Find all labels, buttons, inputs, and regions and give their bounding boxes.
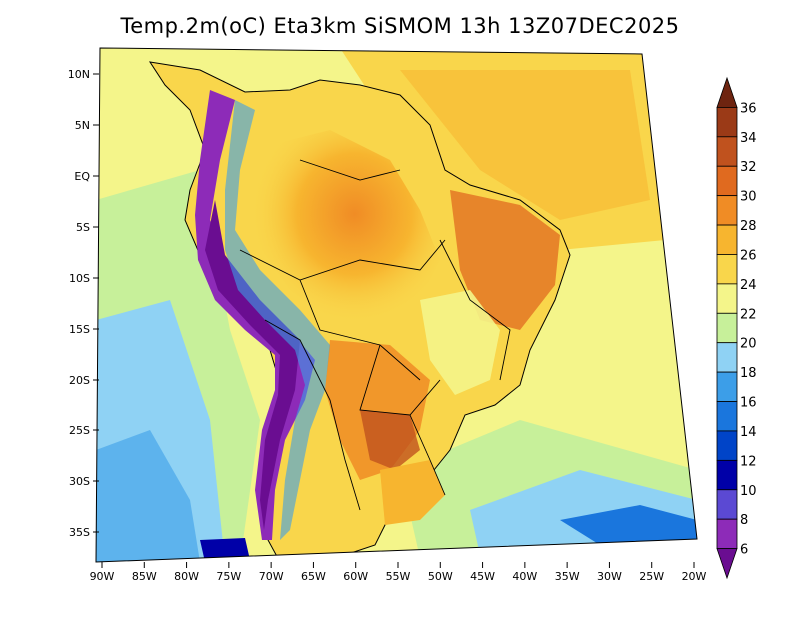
colorbar-label: 16 — [740, 396, 757, 411]
colorbar-label: 12 — [740, 454, 757, 469]
southern-brazil-cooler — [380, 460, 445, 525]
plateau-mild-zone — [420, 290, 500, 395]
colorbar-label: 24 — [740, 278, 757, 293]
colorbar-segment — [716, 136, 738, 167]
longitude-axis: 90W 85W 80W 75W 70W 65W 60W 55W 50W 45W 40W 35W 30W 2… — [90, 562, 707, 583]
border-line — [264, 319, 361, 511]
colorbar-segment — [716, 401, 738, 432]
map-domain — [96, 48, 697, 562]
south-pacific-cold-spot — [200, 538, 250, 562]
lat-tick-label: 5N — [75, 119, 90, 132]
andes-cold-core — [205, 200, 300, 530]
lon-tick-label: 40W — [512, 570, 537, 583]
colorbar-label: 18 — [740, 366, 757, 381]
lat-tick-label: 10S — [69, 272, 90, 285]
colorbar-label: 36 — [740, 101, 757, 116]
colorbar-segment — [716, 195, 738, 226]
lat-tick-label: 10N — [68, 68, 90, 81]
colorbar-label: 6 — [740, 543, 748, 558]
lat-tick-label: 30S — [69, 475, 90, 488]
colorbar-label: 10 — [740, 484, 757, 499]
colorbar-label: 30 — [740, 190, 757, 205]
colorbar-label: 20 — [740, 337, 757, 352]
lon-tick-label: 30W — [597, 570, 622, 583]
colorbar-segment — [716, 283, 738, 314]
colorbar-segment — [716, 224, 738, 255]
pacific-coldest — [96, 430, 200, 562]
colorbar-label: 28 — [740, 219, 757, 234]
lon-tick-label: 25W — [639, 570, 664, 583]
colorbar-segment — [716, 342, 738, 373]
border-line — [299, 279, 421, 381]
colorbar-lower-arrow — [716, 548, 738, 580]
colorbar-segment — [716, 312, 738, 344]
border-line — [359, 344, 441, 416]
colorbar-segment — [716, 459, 738, 491]
colorbar-upper-arrow — [716, 76, 738, 108]
colorbar-label: 8 — [740, 513, 748, 528]
border-line — [239, 239, 446, 281]
paraguay-hot-spot — [360, 410, 420, 470]
colorbar-label: 26 — [740, 248, 757, 263]
north-atlantic-warmer — [400, 70, 650, 220]
lon-tick-label: 60W — [343, 570, 368, 583]
colorbar-segment — [716, 430, 738, 461]
colorbar-label: 34 — [740, 131, 757, 146]
lon-tick-label: 90W — [90, 570, 115, 583]
lon-tick-label: 20W — [682, 570, 707, 583]
colorbar: 6 8 10 12 14 16 18 20 22 24 26 28 30 32 34 36 — [716, 76, 757, 580]
lon-tick-label: 80W — [174, 570, 199, 583]
andes-cool-fringe — [225, 100, 330, 540]
lon-tick-label: 35W — [555, 570, 580, 583]
map-title: Temp.2m(oC) Eta3km SiSMOM 13h 13Z07DEC20… — [120, 14, 680, 38]
lon-tick-label: 85W — [132, 570, 157, 583]
country-borders — [239, 159, 511, 511]
border-line — [409, 414, 446, 496]
colorbar-segment — [716, 489, 738, 520]
map-frame — [95, 47, 698, 563]
latitude-axis: 10N 5N EQ 5S 10S 15S 20S 25S 30S 35S — [68, 68, 99, 539]
lat-tick-label: EQ — [74, 170, 90, 183]
lat-tick-label: 15S — [69, 323, 90, 336]
colorbar-segment — [716, 165, 738, 197]
lat-tick-label: 35S — [69, 526, 90, 539]
lat-tick-label: 5S — [76, 221, 90, 234]
lat-tick-label: 25S — [69, 424, 90, 437]
lon-tick-label: 75W — [216, 570, 241, 583]
border-line — [439, 239, 511, 381]
border-line — [299, 159, 401, 181]
colorbar-label: 14 — [740, 425, 757, 440]
lon-tick-label: 45W — [470, 570, 495, 583]
lat-tick-label: 20S — [69, 374, 90, 387]
colorbar-segment — [716, 371, 738, 402]
colorbar-segment — [716, 518, 738, 549]
colorbar-label: 32 — [740, 160, 757, 175]
lon-tick-label: 70W — [259, 570, 284, 583]
south-atlantic-coldest — [560, 505, 697, 545]
lon-tick-label: 50W — [428, 570, 453, 583]
colorbar-segment — [716, 107, 738, 138]
northeast-hot-zone — [450, 190, 560, 330]
colorbar-label: 22 — [740, 307, 757, 322]
lon-tick-label: 65W — [301, 570, 326, 583]
amazon-hot-zone — [250, 130, 440, 330]
lon-tick-label: 55W — [386, 570, 411, 583]
colorbar-segment — [716, 254, 738, 285]
